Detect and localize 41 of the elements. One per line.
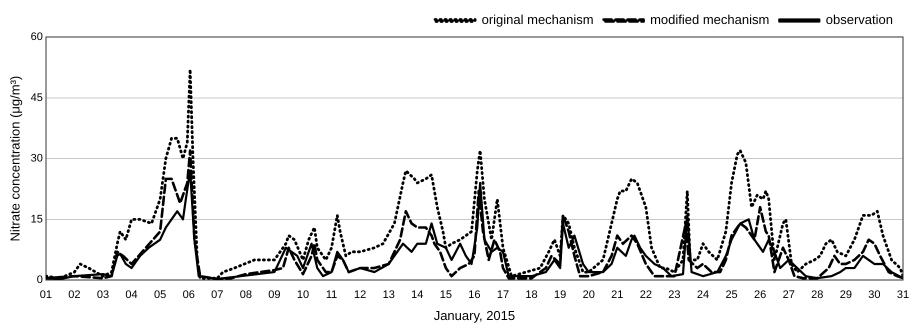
x-tick-label: 06 [182, 288, 195, 301]
x-tick-label: 09 [268, 288, 281, 301]
x-tick-label: 19 [554, 288, 566, 301]
x-tick-label: 15 [440, 288, 452, 301]
x-tick-label: 12 [354, 288, 366, 301]
x-tick-label: 13 [382, 288, 395, 301]
x-tick-label: 27 [782, 288, 795, 301]
x-tick-label: 14 [411, 288, 424, 301]
x-tick-label: 29 [840, 288, 852, 301]
x-tick-label: 02 [68, 288, 81, 301]
x-tick-label: 17 [496, 288, 510, 301]
x-tick-label: 25 [725, 288, 738, 301]
y-tick-label: 45 [30, 92, 43, 104]
x-tick-label: 20 [582, 288, 595, 301]
y-axis-title: Nitrate concentration (μg/m³) [7, 76, 22, 242]
x-axis-title: January, 2015 [434, 308, 516, 323]
x-tick-label: 04 [125, 288, 138, 301]
x-tick-label: 31 [896, 288, 910, 301]
x-tick-label: 11 [326, 288, 338, 301]
legend-label: original mechanism [482, 12, 594, 28]
x-tick-label: 16 [468, 288, 481, 301]
x-tick-label: 10 [296, 288, 310, 301]
x-tick-label: 26 [754, 288, 766, 301]
y-tick-label: 0 [36, 274, 43, 286]
x-tick-label: 28 [811, 288, 824, 301]
y-tick-label: 60 [30, 31, 43, 44]
x-tick-label: 24 [696, 288, 710, 301]
legend-label: modified mechanism [650, 12, 770, 28]
x-tick-label: 23 [668, 288, 681, 301]
x-tick-label: 05 [154, 288, 166, 301]
x-tick-label: 18 [525, 288, 538, 301]
x-tick-label: 30 [868, 288, 881, 301]
x-tick-label: 03 [96, 288, 110, 301]
y-tick-label: 15 [30, 213, 43, 226]
x-tick-label: 21 [611, 288, 624, 301]
legend-label: observation [826, 12, 894, 28]
x-tick-label: 08 [240, 288, 252, 301]
x-tick-label: 07 [211, 288, 224, 301]
x-tick-label: 22 [640, 288, 652, 301]
x-tick-label: 01 [40, 288, 52, 301]
y-tick-label: 30 [30, 152, 43, 165]
